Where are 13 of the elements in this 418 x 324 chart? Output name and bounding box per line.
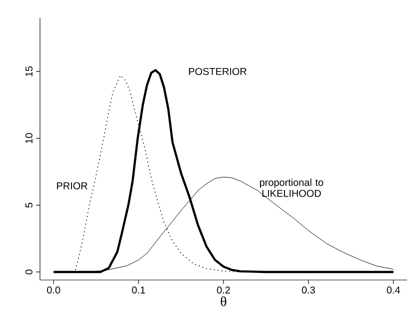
x-tick-label: 0.3 — [302, 286, 315, 294]
x-tick-label: 0.0 — [47, 286, 60, 294]
x-tick-label: 0.2 — [216, 286, 230, 294]
y-tick-label: 5 — [26, 202, 32, 208]
y-tick-label: 0 — [25, 270, 32, 274]
y-tick-label: 15 — [26, 66, 32, 76]
y-tick-label: 10 — [25, 133, 32, 144]
x-tick-label: 0.4 — [386, 286, 400, 294]
x-axis-title: θ — [220, 296, 226, 306]
x-tick-label: 0.1 — [132, 286, 145, 294]
text: POSTERIOR — [189, 68, 246, 75]
series-label: PRIOR — [57, 182, 88, 190]
series-label: proportional to LIKELIHOOD — [260, 178, 324, 197]
